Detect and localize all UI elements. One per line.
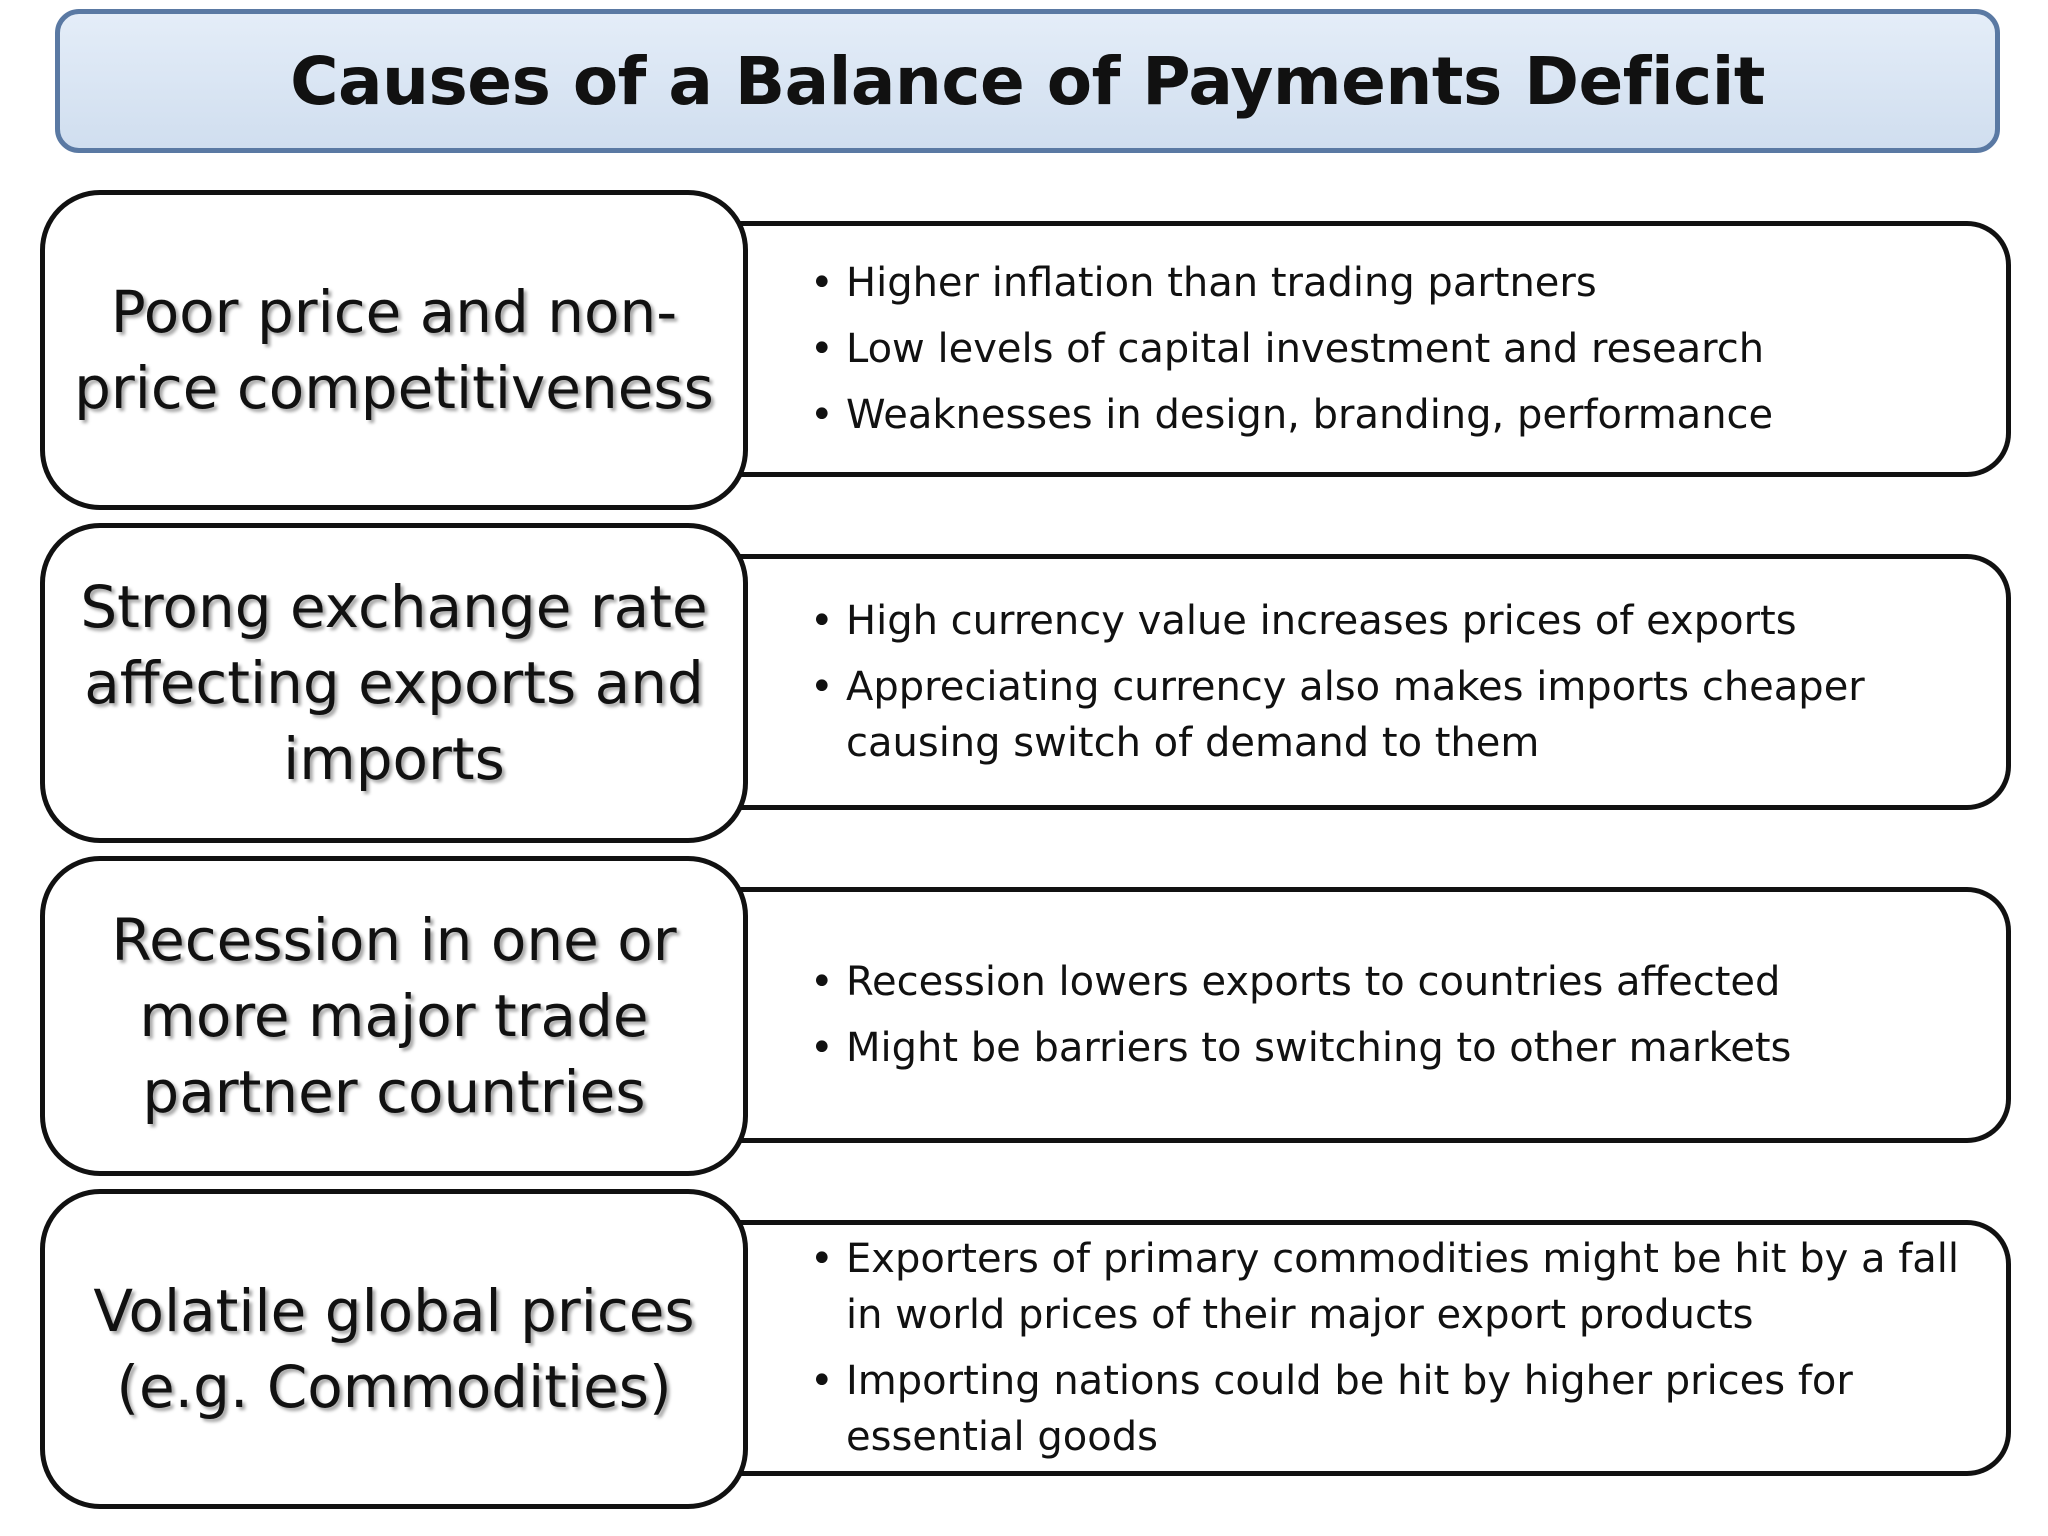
cause-bullet: Weaknesses in design, branding, performa… xyxy=(810,387,1976,443)
cause-label: Poor price and non-price competitiveness xyxy=(74,278,714,422)
cause-label-box: Poor price and non-price competitiveness xyxy=(40,190,748,510)
cause-bullet: High currency value increases prices of … xyxy=(810,593,1976,649)
cause-details-box: Recession lowers exports to countries af… xyxy=(690,887,2011,1143)
cause-label-box: Recession in one or more major trade par… xyxy=(40,856,748,1176)
page-title: Causes of a Balance of Payments Deficit xyxy=(290,42,1765,120)
cause-row-recession: Recession lowers exports to countries af… xyxy=(0,856,2048,1176)
cause-row-competitiveness: Higher inflation than trading partners L… xyxy=(0,190,2048,510)
cause-bullet-list: High currency value increases prices of … xyxy=(810,583,1976,781)
cause-bullet-list: Higher inflation than trading partners L… xyxy=(810,245,1976,453)
cause-label: Recession in one or more major trade par… xyxy=(111,906,677,1126)
cause-bullet: Importing nations could be hit by higher… xyxy=(810,1353,1976,1465)
cause-row-exchange-rate: High currency value increases prices of … xyxy=(0,523,2048,843)
cause-bullet: Higher inflation than trading partners xyxy=(810,255,1976,311)
cause-bullet: Appreciating currency also makes imports… xyxy=(810,659,1976,771)
cause-row-global-prices: Exporters of primary commodities might b… xyxy=(0,1189,2048,1509)
title-banner: Causes of a Balance of Payments Deficit xyxy=(55,9,2000,153)
cause-label: Volatile global prices (e.g. Commodities… xyxy=(93,1277,695,1421)
cause-bullet: Exporters of primary commodities might b… xyxy=(810,1231,1976,1343)
cause-details-box: Exporters of primary commodities might b… xyxy=(690,1220,2011,1476)
cause-bullet: Recession lowers exports to countries af… xyxy=(810,954,1976,1010)
cause-details-box: High currency value increases prices of … xyxy=(690,554,2011,810)
cause-bullet-list: Recession lowers exports to countries af… xyxy=(810,944,1976,1086)
cause-label-box: Strong exchange rate affecting exports a… xyxy=(40,523,748,843)
cause-label: Strong exchange rate affecting exports a… xyxy=(80,573,708,793)
cause-bullet: Low levels of capital investment and res… xyxy=(810,321,1976,377)
cause-details-box: Higher inflation than trading partners L… xyxy=(690,221,2011,477)
cause-label-box: Volatile global prices (e.g. Commodities… xyxy=(40,1189,748,1509)
cause-bullet-list: Exporters of primary commodities might b… xyxy=(810,1221,1976,1475)
cause-bullet: Might be barriers to switching to other … xyxy=(810,1020,1976,1076)
